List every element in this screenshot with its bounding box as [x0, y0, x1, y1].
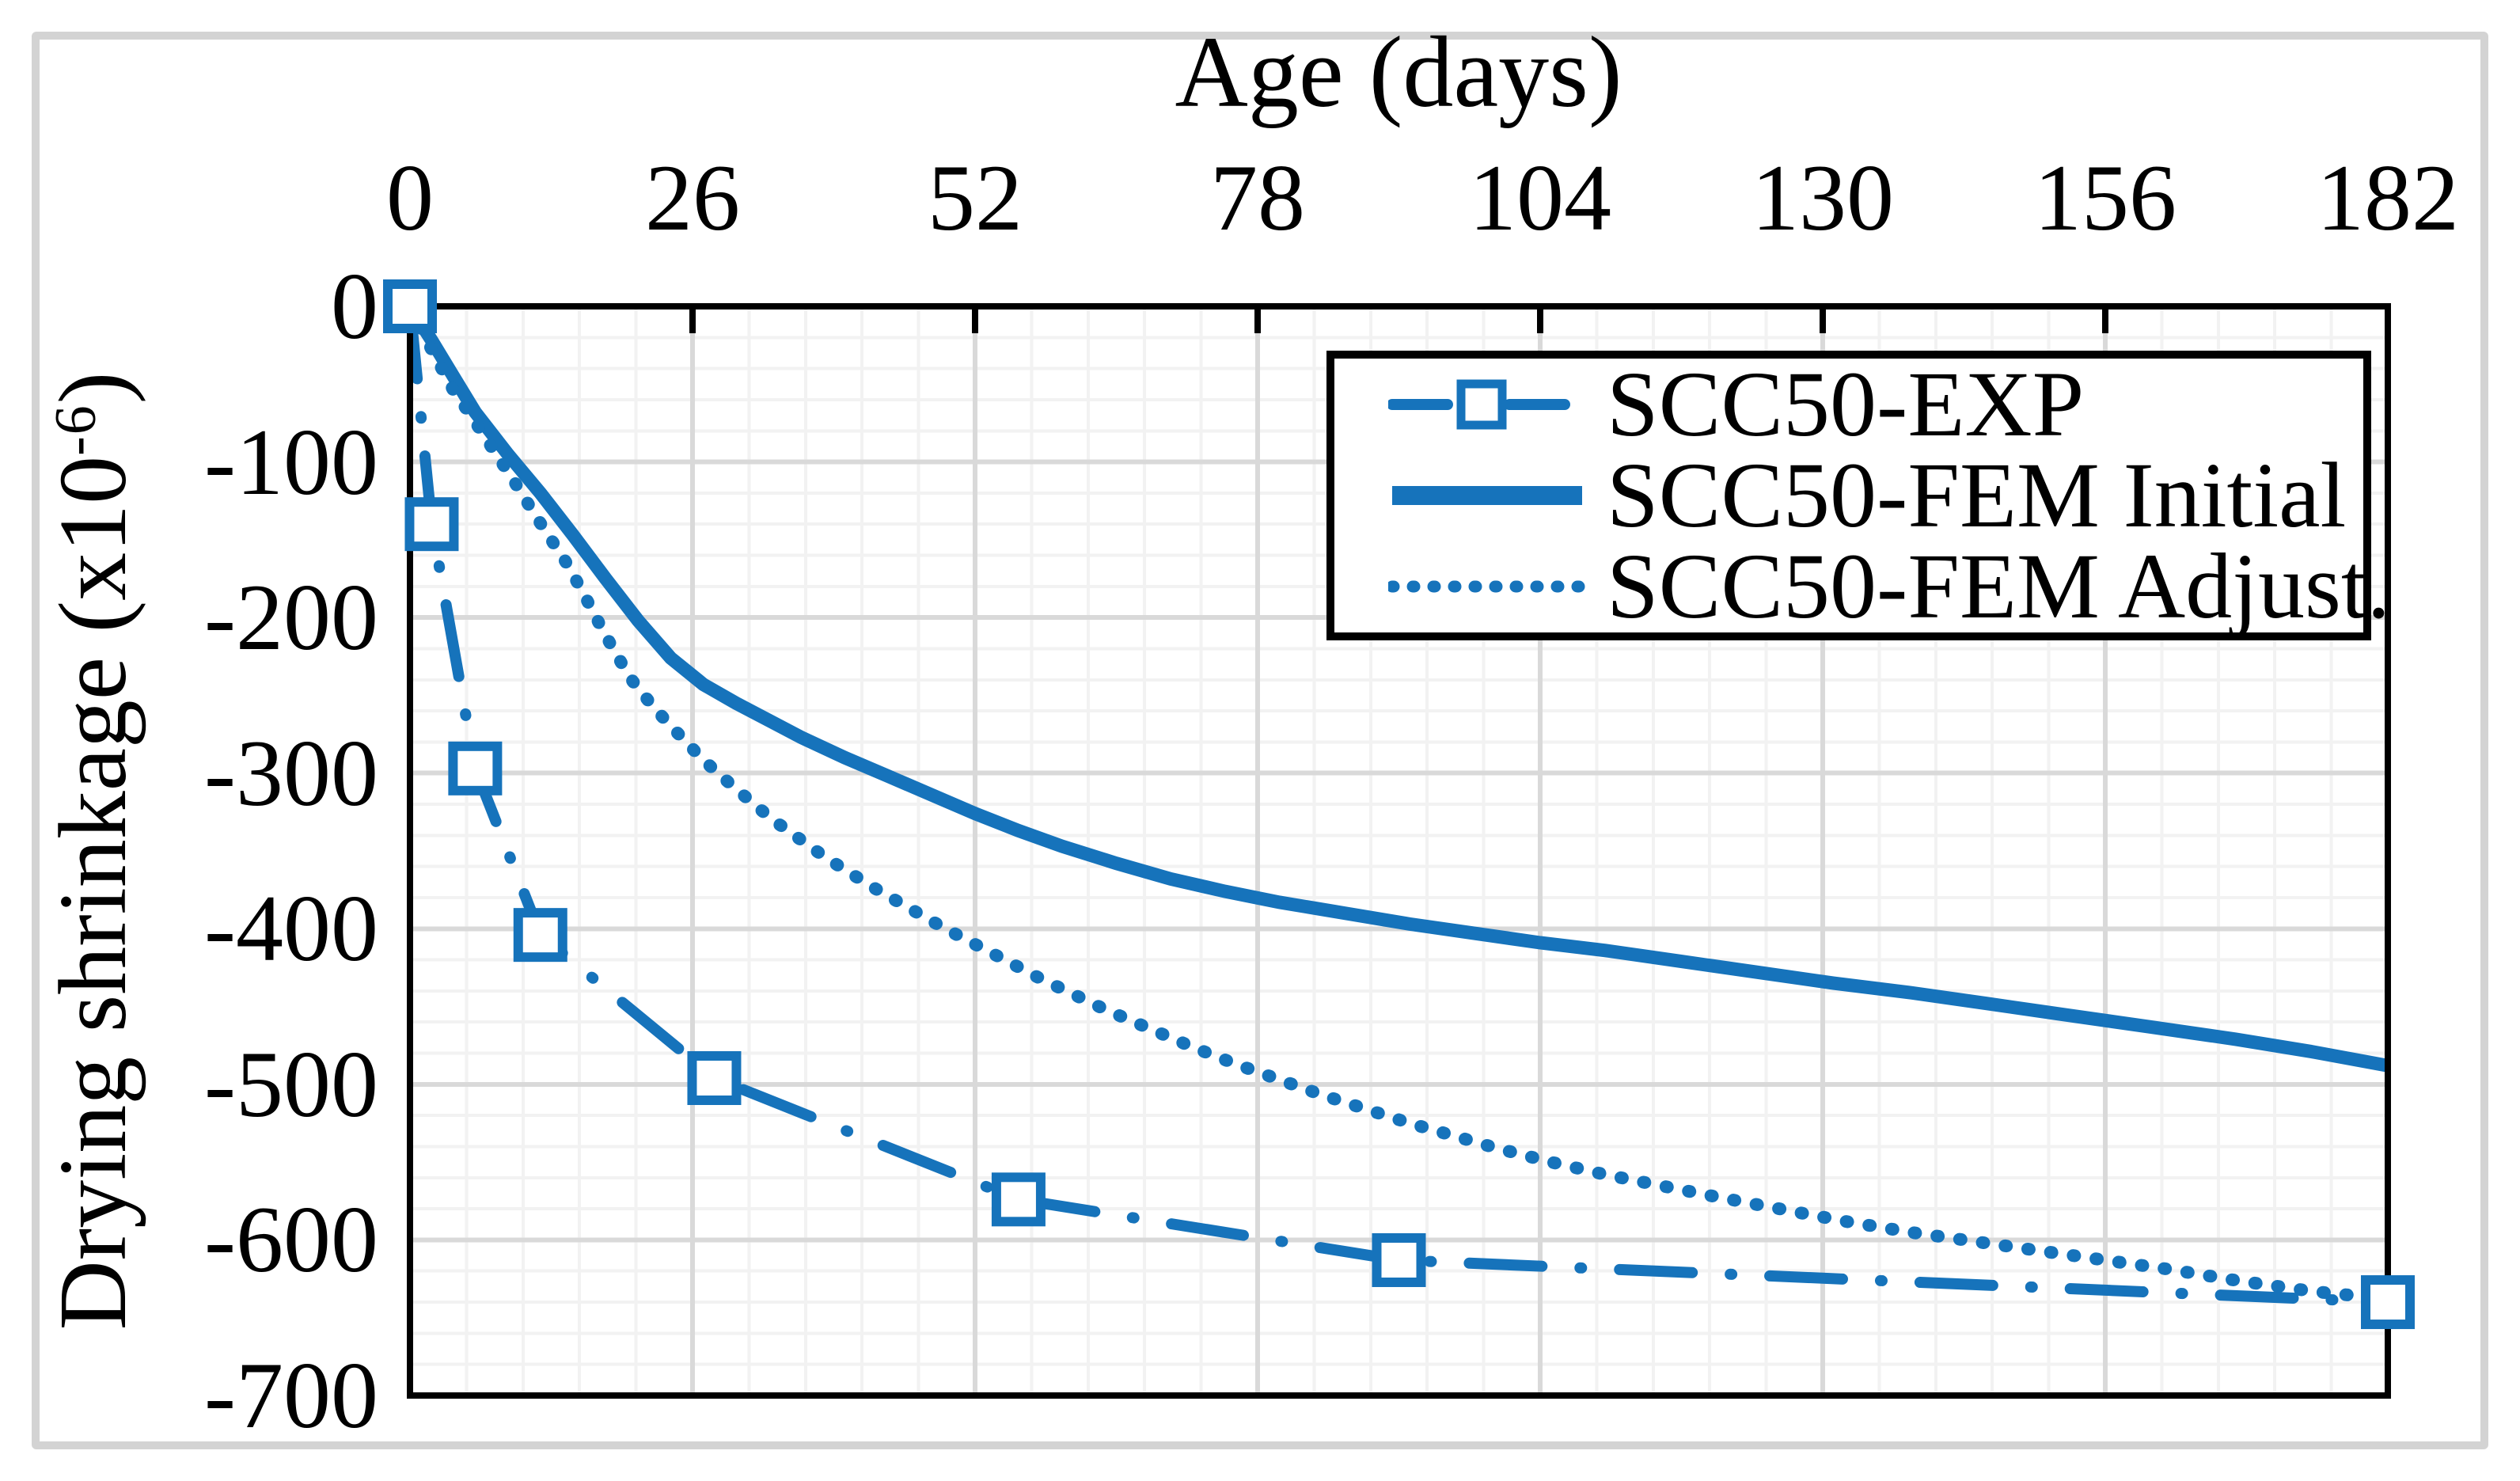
- y-tick-label: -300: [204, 720, 378, 826]
- x-axis-title: Age (days): [1175, 16, 1622, 128]
- legend-label-fem-initial: SCC50-FEM Initial: [1607, 443, 2347, 547]
- y-axis-title-exponent: -6: [44, 404, 108, 456]
- legend-label-fem-adjust: SCC50-FEM Adjust.: [1607, 534, 2391, 639]
- exp-data-marker: [448, 741, 503, 796]
- legend-symbol-dotted-line: [1388, 580, 1586, 593]
- x-tick-label: 130: [1751, 145, 1894, 250]
- legend-symbol-solid-line: [1392, 485, 1582, 505]
- legend: SCC50-EXP SCC50-FEM Initial SCC50-FEM Ad…: [1326, 351, 2390, 640]
- legend-marker-square: [1456, 379, 1507, 430]
- legend-label-exp: SCC50-EXP: [1607, 351, 2085, 456]
- y-tick-label: -400: [204, 875, 378, 982]
- legend-row-exp: SCC50-EXP: [1334, 351, 2363, 456]
- exp-data-marker: [1372, 1232, 1426, 1287]
- exp-data-marker: [991, 1172, 1046, 1227]
- y-tick-label: -500: [204, 1031, 378, 1137]
- exp-data-marker: [513, 908, 567, 963]
- x-tick-label: 156: [2034, 145, 2177, 250]
- series-line-fem-initial: [404, 302, 2389, 1073]
- legend-row-fem-adjust: SCC50-FEM Adjust.: [1334, 540, 2390, 633]
- y-axis-title-close: ): [40, 371, 146, 404]
- x-tick-label: 104: [1469, 145, 1611, 250]
- exp-data-marker: [687, 1050, 742, 1105]
- plot-frame: [407, 303, 2391, 1399]
- x-tick-label: 182: [2317, 145, 2459, 250]
- x-tick-label: 78: [1210, 145, 1305, 250]
- x-tick-label: 26: [645, 145, 740, 250]
- legend-symbol-dashdot-square: [1388, 379, 1586, 430]
- exp-data-marker: [404, 497, 459, 552]
- y-axis-title: Drying shrinkage (x10-6): [38, 372, 149, 1331]
- y-tick-label: -100: [204, 408, 378, 515]
- y-tick-label: -200: [204, 564, 378, 670]
- legend-row-fem-initial: SCC50-FEM Initial: [1334, 443, 2363, 547]
- figure-border: [32, 32, 2488, 1449]
- x-tick-label: 0: [386, 145, 434, 250]
- exp-data-marker: [2361, 1275, 2415, 1330]
- series-line-exp: [404, 301, 2393, 1308]
- x-tick-label: 52: [928, 145, 1023, 250]
- y-tick-label: -700: [204, 1342, 378, 1448]
- series-line-fem-adjust: [404, 300, 2394, 1306]
- y-tick-label: 0: [331, 253, 378, 359]
- exp-data-marker: [383, 279, 437, 333]
- y-tick-label: -600: [204, 1187, 378, 1293]
